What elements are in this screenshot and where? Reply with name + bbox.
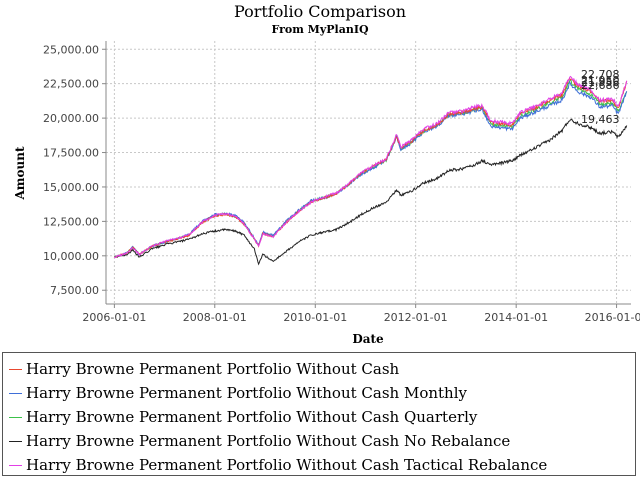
plot-area [106, 41, 631, 304]
y-axis-ticks: 7,500.00 10,000.00 12,500.00 15,000.00 17,50… [43, 43, 106, 297]
end-value-label: 22,708 [581, 68, 620, 81]
legend-item: Harry Browne Permanent Portfolio Without… [3, 381, 635, 405]
series-lines [114, 75, 628, 266]
series-line-3 [114, 118, 628, 266]
grid-lines [106, 41, 631, 304]
x-tick-label: 2006-01-01 [82, 311, 146, 324]
legend-item: Harry Browne Permanent Portfolio Without… [3, 429, 635, 453]
y-tick-label: 7,500.00 [50, 284, 99, 297]
x-axis-ticks: 2006-01-01 2008-01-01 2010-01-01 2012-01-01… [82, 304, 640, 324]
end-value-label: 21,950 [581, 74, 620, 87]
portfolio-chart: Portfolio Comparison From MyPlanIQ 7,500… [13, 2, 640, 346]
chart-subtitle: From MyPlanIQ [271, 23, 369, 36]
y-tick-label: 12,500.00 [43, 215, 99, 228]
legend-item: Harry Browne Permanent Portfolio Without… [3, 405, 635, 429]
legend-swatch [9, 368, 22, 370]
y-axis-label: Amount [13, 146, 27, 200]
legend-label: Harry Browne Permanent Portfolio Without… [26, 456, 548, 474]
x-tick-label: 2008-01-01 [183, 311, 247, 324]
x-tick-label: 2012-01-01 [384, 311, 448, 324]
chart-title: Portfolio Comparison [234, 2, 406, 21]
x-tick-label: 2010-01-01 [283, 311, 347, 324]
legend-swatch [9, 416, 22, 418]
end-value-label: 22,686 [581, 79, 620, 92]
legend-swatch [9, 392, 22, 394]
x-tick-label: 2014-01-01 [484, 311, 548, 324]
y-tick-label: 10,000.00 [43, 250, 99, 263]
legend-swatch [9, 440, 22, 442]
x-tick-label: 2016-01-01 [585, 311, 640, 324]
y-tick-label: 15,000.00 [43, 181, 99, 194]
y-tick-label: 17,500.00 [43, 147, 99, 160]
legend-item: Harry Browne Permanent Portfolio Without… [3, 357, 635, 381]
series-line-4 [114, 75, 628, 259]
y-tick-label: 20,000.00 [43, 112, 99, 125]
legend-swatch [9, 464, 22, 466]
y-tick-label: 25,000.00 [43, 43, 99, 56]
x-axis-label: Date [352, 332, 384, 346]
legend: Harry Browne Permanent Portfolio Without… [2, 352, 636, 476]
legend-item: Harry Browne Permanent Portfolio Without… [3, 453, 635, 477]
end-value-label: 19,463 [581, 113, 620, 126]
legend-label: Harry Browne Permanent Portfolio Without… [26, 432, 511, 450]
legend-label: Harry Browne Permanent Portfolio Without… [26, 408, 478, 426]
y-tick-label: 22,500.00 [43, 78, 99, 91]
legend-label: Harry Browne Permanent Portfolio Without… [26, 384, 467, 402]
legend-label: Harry Browne Permanent Portfolio Without… [26, 360, 400, 378]
end-value-label: 21,956 [581, 76, 620, 89]
